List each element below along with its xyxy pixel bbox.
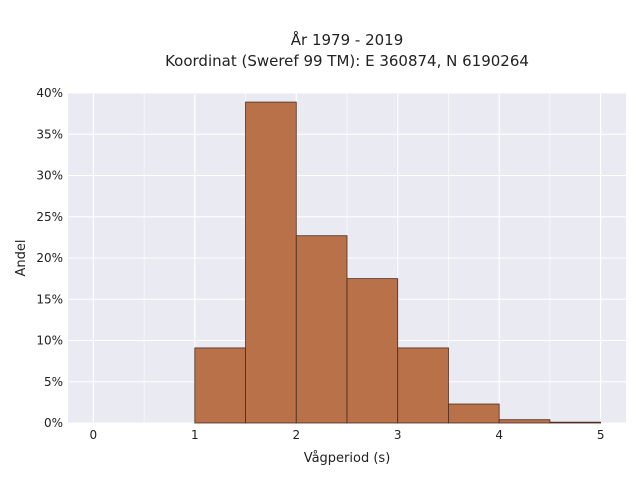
y-tick-label: 20%: [36, 251, 63, 265]
plot-area: 0 1 2 3 4 5 0% 5% 10% 15% 20% 25% 30% 35% 40%: [36, 86, 626, 442]
y-axis-label: Andel: [14, 240, 29, 277]
histogram-bar: [346, 278, 399, 424]
y-tick-label: 5%: [44, 375, 63, 389]
y-tick-label: 25%: [36, 210, 63, 224]
histogram-bar: [245, 101, 297, 424]
y-tick-label: 10%: [36, 334, 63, 348]
y-tick-label: 40%: [36, 86, 63, 100]
chart-title: År 1979 - 2019: [291, 30, 404, 49]
histogram-bar: [448, 403, 500, 424]
histogram-bar: [194, 347, 246, 424]
x-tick-label: 5: [597, 428, 605, 442]
histogram-bar: [549, 421, 602, 424]
histogram-bar: [397, 347, 449, 424]
y-tick-label: 30%: [36, 169, 63, 183]
y-tick-label: 35%: [36, 127, 63, 141]
x-tick-label: 4: [495, 428, 503, 442]
y-tick-label: 0%: [44, 416, 63, 430]
chart-subtitle: Koordinat (Sweref 99 TM): E 360874, N 61…: [165, 52, 529, 70]
x-tick-label: 3: [394, 428, 402, 442]
histogram-bar: [295, 235, 348, 424]
y-tick-label: 15%: [36, 292, 63, 306]
x-axis-label: Vågperiod (s): [304, 451, 391, 466]
x-tick-label: 2: [292, 428, 300, 442]
x-tick-label: 0: [90, 428, 98, 442]
x-tick-label: 1: [191, 428, 199, 442]
histogram-bar: [498, 419, 551, 424]
